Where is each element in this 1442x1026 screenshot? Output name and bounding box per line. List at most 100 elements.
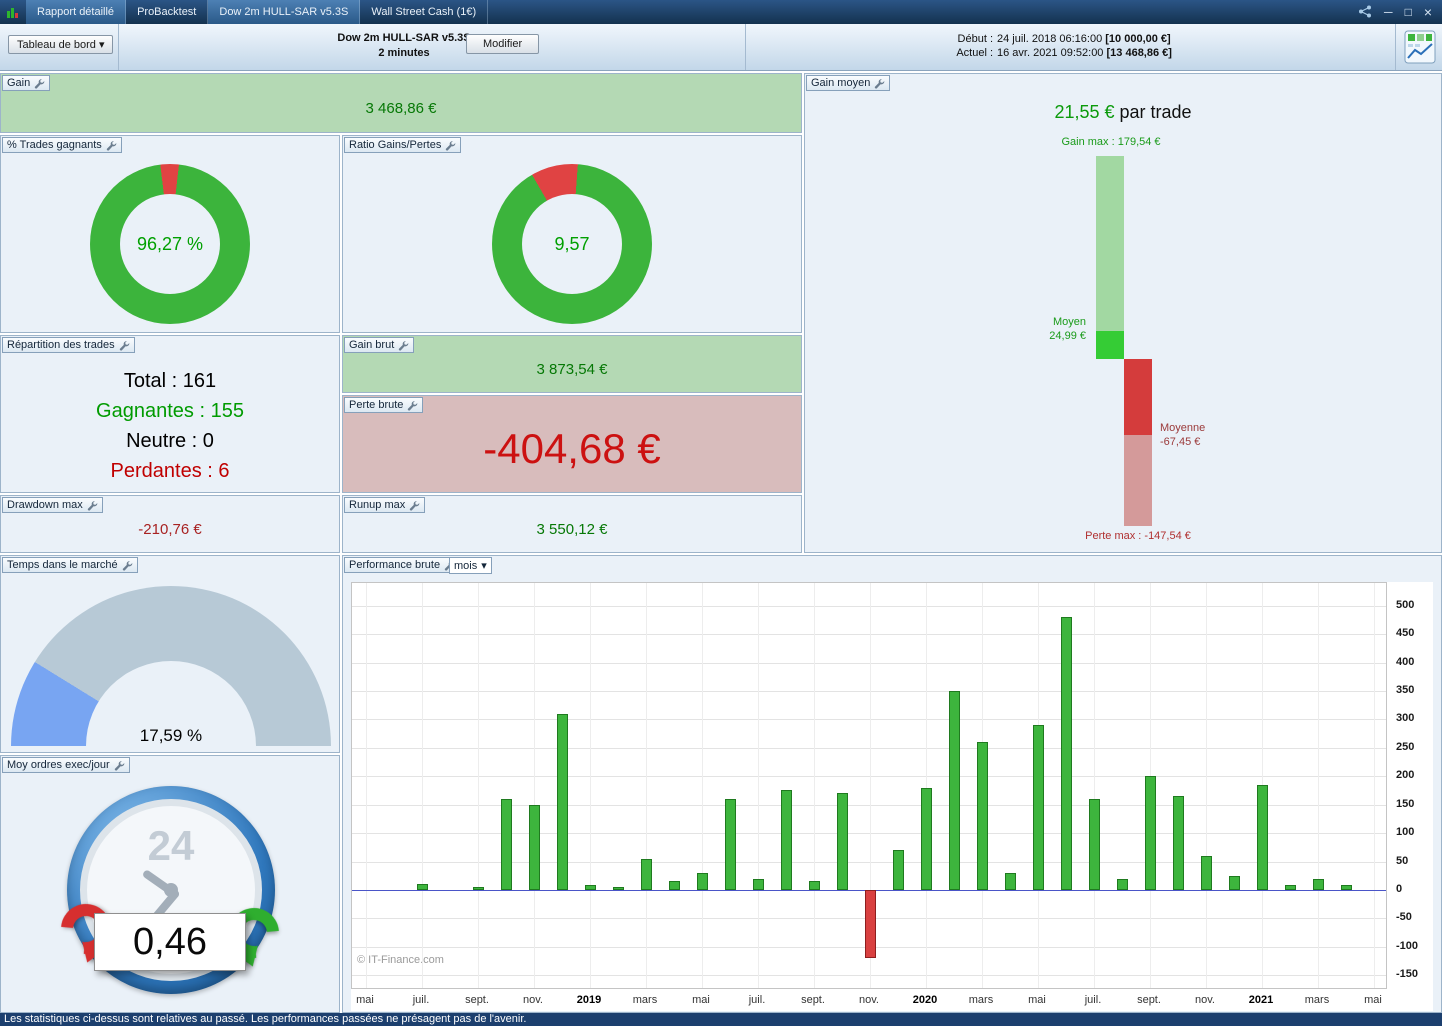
clock-center-dot [164,883,178,897]
y-tick-label: 150 [1396,797,1415,810]
perf-bar-sept--18 [472,887,484,890]
dashboard-dropdown[interactable]: Tableau de bord ▾ [8,35,114,54]
x-tick-label: mai [1364,994,1382,1006]
wrench-icon[interactable] [445,140,456,151]
wrench-icon[interactable] [87,500,98,511]
perf-bar-oct--18 [500,799,512,890]
y-tick-label: -100 [1396,939,1419,952]
x-tick-label: sept. [465,994,489,1006]
y-tick-label: 50 [1396,854,1409,867]
modify-button[interactable]: Modifier [466,34,540,54]
perf-bar-mars-20 [976,742,988,890]
y-axis-labels: -150 -100 -50 0 50 100 150 200 250 300 350 400 450 50… [1391,582,1433,989]
wrench-icon[interactable] [874,78,885,89]
tab-2[interactable]: Dow 2m HULL-SAR v5.3S [208,0,361,24]
tab-bar: Rapport détaillé ProBacktest Dow 2m HULL-S… [0,0,1442,24]
perf-bar-juil--18 [416,884,428,890]
panel-label: Moy ordres exec/jour [7,759,110,771]
maximize-button[interactable]: □ [1404,5,1412,19]
x-tick-label: juil. [748,994,766,1006]
moyen-label: Moyen 24,99 € [1049,315,1086,342]
donut-hole [522,194,622,294]
repartition-rows: Total : 161 Gagnantes : 155 Neutre : 0 Perd… [1,366,339,486]
dashboard-dropdown-label: Tableau de bord [17,39,96,51]
close-button[interactable]: × [1423,4,1432,20]
perf-bar-févr--19 [612,887,624,890]
panel-label: Ratio Gains/Pertes [349,139,442,151]
h-gridline [352,975,1386,977]
wrench-icon[interactable] [119,340,130,351]
panel-drawdown: Drawdown max -210,76 € [0,495,340,553]
perte-max-segment [1124,435,1152,526]
donut-hole [120,194,220,294]
perf-bar-mai-19 [696,872,708,890]
y-tick-label: 450 [1396,627,1415,640]
v-gridline [1374,583,1375,988]
perf-bar-sept--19 [808,881,820,890]
perf-bar-nov--19 [864,889,876,959]
wrench-icon[interactable] [114,760,125,771]
wrench-icon[interactable] [407,400,418,411]
panel-chip-gain: Gain [2,75,51,91]
x-tick-label: 2021 [1248,994,1274,1006]
time-in-market-value: 17,59 % [139,726,203,745]
x-tick-label: nov. [859,994,879,1006]
window-controls: ─ □ × [1348,0,1442,24]
x-tick-label: juil. [1084,994,1102,1006]
repartition-row-total: Total : 161 [123,370,217,392]
gain-max-segment [1096,156,1124,331]
panel-label: Drawdown max [7,499,83,511]
repartition-row-neutre: Neutre : 0 [126,430,214,452]
tab-3[interactable]: Wall Street Cash (1€) [360,0,489,24]
gain-moyen-title: 21,55 € par trade [1054,102,1192,122]
period-select[interactable]: mois ▾ [449,557,492,574]
y-tick-label: -50 [1396,911,1412,924]
v-gridline [702,583,703,988]
report-icon[interactable] [1404,30,1436,67]
gain-value: 3 468,86 € [365,99,437,117]
panel-chip-trades-gagnants: % Trades gagnants [2,137,122,153]
v-gridline [422,583,423,988]
v-gridline [1318,583,1319,988]
x-axis-labels: mai juil. sept. nov. 2019 mars mai juil. sept. no… [351,990,1387,1011]
h-gridline [352,804,1386,806]
panel-chip-ordres-jour: Moy ordres exec/jour [2,757,130,773]
wrench-icon[interactable] [122,560,133,571]
performance-chart: © IT-Finance.com -150 -100 -50 0 50 100 150 200… [351,582,1433,1011]
repartition-row-perdantes: Perdantes : 6 [110,460,230,482]
gain-brut-value: 3 873,54 € [536,360,608,378]
wrench-icon[interactable] [106,140,117,151]
x-tick-label: sept. [1137,994,1161,1006]
perf-bar-août-19 [780,790,792,890]
x-tick-label: 2020 [912,994,938,1006]
perf-bar-mars-21 [1312,878,1324,890]
panel-chip-drawdown: Drawdown max [2,497,103,513]
moyenne-label: Moyenne -67,45 € [1160,422,1206,449]
minimize-button[interactable]: ─ [1384,5,1393,19]
wrench-icon[interactable] [398,340,409,351]
dashboard: Gain 3 468,86 € Gain moyen 21,55 € par t… [0,71,1442,1013]
h-gridline [352,747,1386,749]
tab-1[interactable]: ProBacktest [126,0,209,24]
panel-label: Gain brut [349,339,395,351]
perf-bar-avr--20 [1004,872,1016,890]
panel-chip-gain-moyen: Gain moyen [806,75,891,91]
v-gridline [870,583,871,988]
tab-strip: Rapport détaillé ProBacktest Dow 2m HULL-S… [26,0,489,24]
current-info: Actuel :16 avr. 2021 09:52:00 [13 468,86… [956,47,1172,59]
panel-temps-marche: Temps dans le marché 17,59 % [0,555,340,753]
wrench-icon[interactable] [409,500,420,511]
wrench-icon[interactable] [34,78,45,89]
tab-0[interactable]: Rapport détaillé [26,0,127,24]
y-tick-label: 350 [1396,684,1415,696]
perf-bar-nov--18 [528,804,540,890]
panel-chip-runup: Runup max [344,497,426,513]
share-icon[interactable] [1358,5,1372,20]
winrate-donut-chart: 96,27 % [90,164,250,324]
strategy-name: Dow 2m HULL-SAR v5.3S [337,32,471,44]
v-gridline [366,583,367,988]
x-tick-label: mars [1304,994,1330,1006]
x-tick-label: mai [356,994,374,1006]
perf-bar-déc--19 [892,850,904,890]
x-tick-label: 2019 [576,994,602,1006]
